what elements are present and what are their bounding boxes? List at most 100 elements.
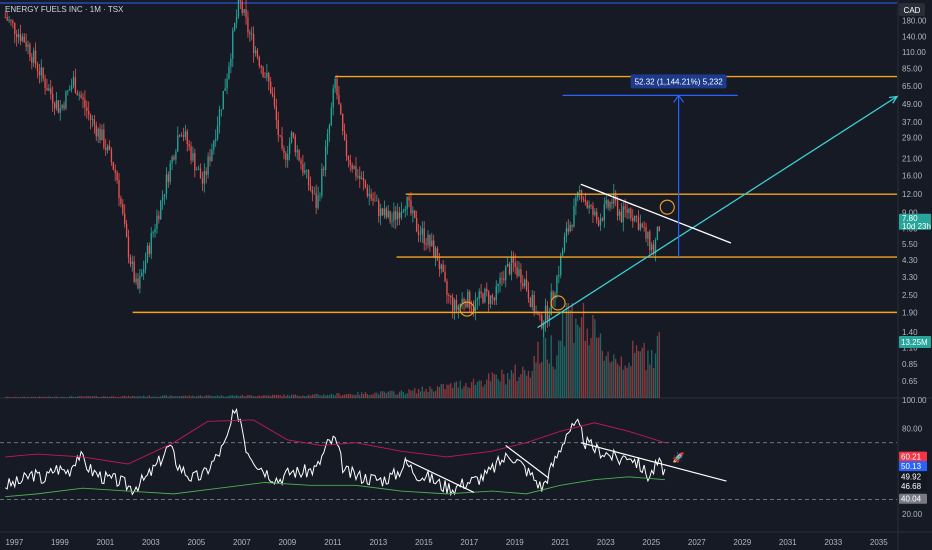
candle-body-56 [110, 149, 113, 163]
candle-body-96 [186, 131, 188, 144]
volume-bar-69 [135, 396, 137, 398]
price-tick-4: 1.90 [902, 308, 918, 317]
volume-bar-280 [535, 362, 537, 398]
volume-bar-149 [287, 394, 289, 398]
volume-bar-195 [374, 392, 376, 398]
volume-bar-89 [173, 396, 175, 398]
candle-body-285 [544, 305, 547, 323]
time-tick-18: 2033 [824, 538, 842, 547]
candle-body-159 [306, 170, 308, 172]
volume-bar-52 [103, 396, 105, 398]
candle-body-34 [69, 89, 71, 91]
volume-bar-328 [626, 367, 628, 398]
candle-body-187 [359, 175, 361, 180]
candle-body-11 [25, 42, 27, 47]
volume-bar-287 [548, 363, 550, 398]
candle-body-248 [474, 300, 477, 311]
candle-body-164 [315, 193, 317, 208]
currency-badge[interactable] [899, 3, 925, 16]
trendlines[interactable] [459, 95, 899, 329]
volume-bar-270 [516, 381, 518, 398]
candle-body-3 [10, 19, 12, 21]
volume-bar-256 [489, 381, 492, 398]
volume-bar-155 [298, 395, 300, 398]
volume-bar-83 [161, 395, 164, 398]
volume-bar-194 [372, 394, 374, 398]
candle-body-100 [194, 153, 196, 171]
candle-body-124 [239, 0, 242, 2]
measure-tool[interactable]: 52.32 (1,144.21%) 5,232 [562, 74, 738, 258]
candle-body-13 [29, 44, 31, 57]
measure-arrowhead [673, 94, 685, 103]
candle-body-342 [652, 244, 655, 254]
candle-body-160 [307, 170, 310, 186]
volume-bar-76 [148, 395, 151, 398]
volume-bar-273 [522, 366, 524, 398]
volume-bar-140 [270, 396, 272, 398]
candles [4, 0, 660, 338]
rsi-trendline-1 [405, 459, 475, 493]
candle-body-44 [88, 110, 90, 115]
volume-bar-132 [254, 396, 257, 398]
volume-bar-26 [53, 396, 56, 398]
volume-bar-291 [556, 355, 558, 398]
candle-body-310 [592, 205, 594, 216]
candle-body-262 [501, 277, 503, 279]
volume-bar-48 [95, 395, 97, 398]
time-tick-1: 1999 [51, 538, 69, 547]
time-tick-4: 2005 [187, 538, 205, 547]
candle-body-180 [345, 139, 348, 156]
volume-bar-283 [541, 361, 543, 398]
time-tick-2: 2001 [96, 538, 114, 547]
volume-bar-254 [486, 379, 488, 398]
volume-bar-207 [397, 394, 399, 398]
volume-bar-213 [408, 389, 410, 398]
volume-bar-110 [213, 396, 215, 398]
volume-bar-151 [290, 394, 293, 398]
candle-body-142 [273, 95, 276, 106]
volume-bar-304 [580, 317, 583, 398]
candle-body-237 [453, 299, 456, 311]
volume-bar-93 [180, 396, 183, 398]
candle-body-2 [8, 19, 10, 21]
volume-bar-278 [531, 371, 533, 398]
candle-body-195 [374, 200, 376, 202]
volume-bar-165 [317, 394, 319, 398]
price-tick-11: 12.00 [902, 190, 923, 199]
candle-body-325 [620, 211, 623, 222]
candle-body-279 [533, 295, 535, 314]
volume-bar-94 [182, 395, 185, 398]
volume-badge [899, 336, 931, 348]
candle-body-240 [459, 303, 461, 306]
volume-bar-197 [378, 394, 380, 398]
candle-body-117 [226, 78, 228, 89]
volume-bar-7 [17, 397, 20, 398]
candle-body-177 [340, 104, 342, 114]
candle-body-232 [444, 271, 446, 282]
volume-bar-141 [271, 394, 274, 398]
volume-bar-232 [444, 389, 446, 398]
volume-bar-137 [264, 395, 266, 398]
volume-bar-20 [42, 396, 44, 398]
candle-body-94 [182, 135, 185, 137]
volume-bar-113 [218, 396, 221, 398]
badge-46-value: 46.68 [901, 482, 922, 491]
candle-body-89 [173, 156, 175, 160]
volume-bar-11 [25, 397, 27, 398]
candle-body-85 [165, 174, 168, 195]
volume-bar-338 [645, 370, 647, 398]
volume-bar-217 [415, 393, 418, 398]
candle-body-234 [448, 295, 450, 297]
candle-body-65 [127, 236, 130, 258]
candle-body-206 [395, 211, 397, 220]
candle-body-97 [188, 143, 190, 147]
candle-body-210 [402, 210, 405, 212]
candle-body-105 [203, 171, 205, 184]
volume-bar-71 [139, 396, 141, 398]
candle-body-23 [48, 88, 50, 91]
candle-body-80 [156, 215, 158, 229]
candle-body-338 [645, 227, 647, 239]
volume-bar-88 [171, 395, 173, 398]
